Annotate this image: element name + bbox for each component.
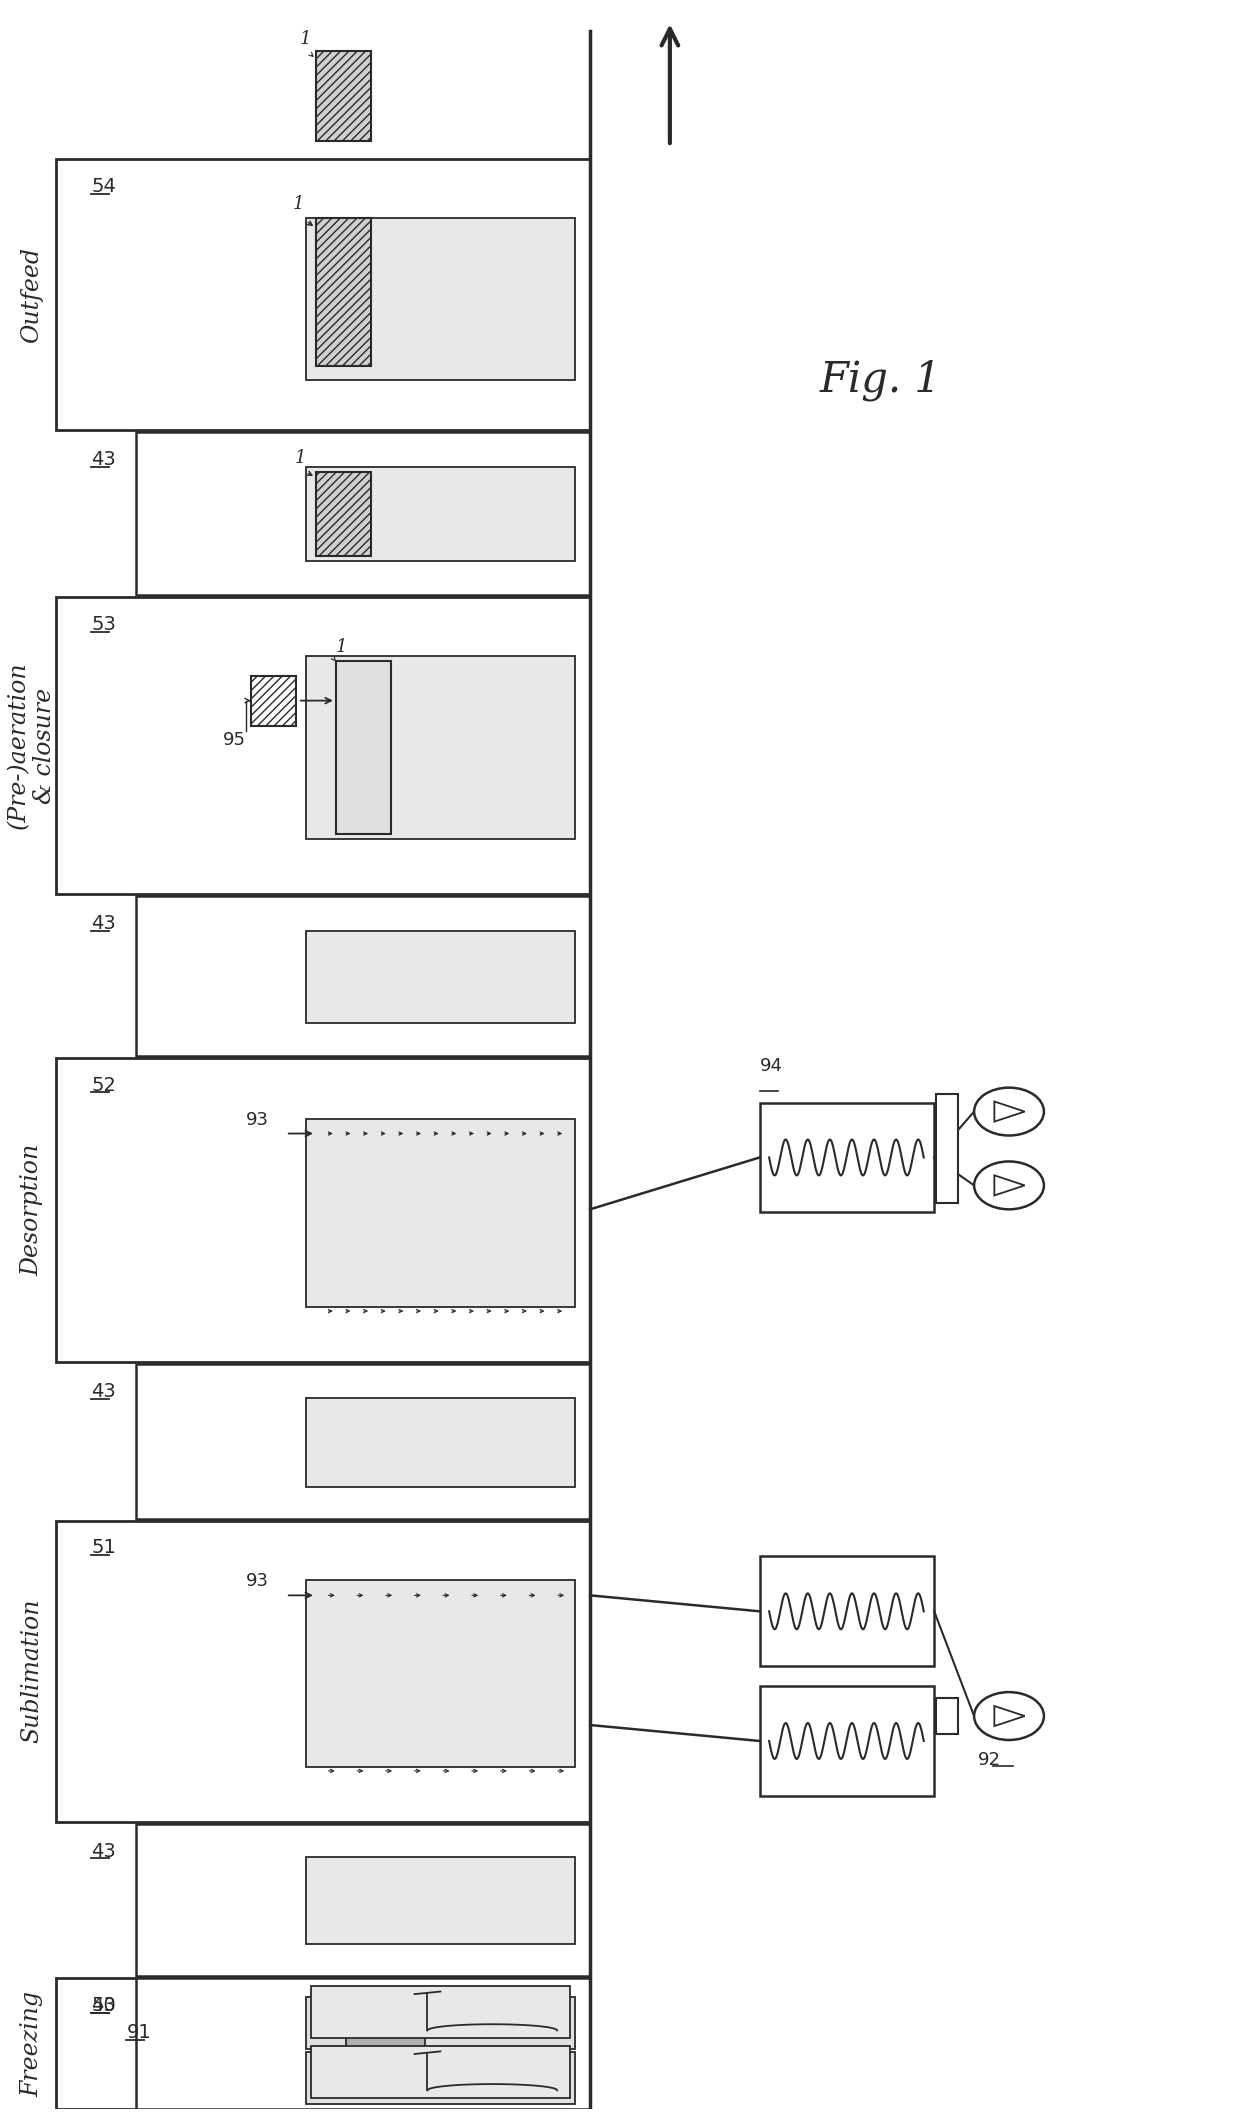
Bar [306, 218, 575, 380]
Bar [760, 1686, 934, 1796]
Bar [316, 471, 371, 556]
Text: 93: 93 [246, 1111, 269, 1128]
Text: Outfeed: Outfeed [20, 247, 43, 342]
Bar [311, 2045, 570, 2098]
Text: Freezing: Freezing [20, 1990, 43, 2096]
Text: 50: 50 [92, 1997, 117, 2016]
Text: 1: 1 [293, 194, 304, 213]
Bar [57, 1521, 590, 1821]
Bar [306, 655, 575, 839]
Bar [306, 467, 575, 560]
Bar [250, 676, 296, 725]
Bar [316, 51, 371, 142]
Bar [306, 1857, 575, 1944]
Text: 54: 54 [92, 177, 117, 197]
Bar [57, 596, 590, 894]
Text: 1: 1 [336, 638, 347, 655]
Text: 52: 52 [92, 1076, 117, 1095]
Bar [136, 1363, 590, 1519]
Text: 93: 93 [246, 1572, 269, 1591]
Text: 43: 43 [92, 1382, 117, 1401]
Text: 51: 51 [92, 1538, 117, 1557]
Bar [306, 1581, 575, 1766]
Text: 43: 43 [92, 1843, 117, 1862]
Text: 94: 94 [760, 1056, 782, 1076]
Bar [136, 433, 590, 596]
Text: Fig. 1: Fig. 1 [820, 359, 941, 401]
Bar [57, 158, 590, 431]
Bar [306, 2052, 575, 2105]
Text: Desorption: Desorption [20, 1143, 43, 1276]
Bar [57, 1059, 590, 1363]
Text: 43: 43 [92, 915, 117, 934]
Bar [57, 1978, 590, 2109]
Bar [760, 1557, 934, 1667]
Text: 1: 1 [294, 450, 306, 467]
Ellipse shape [975, 1162, 1044, 1209]
Text: Sublimation: Sublimation [20, 1600, 43, 1743]
Text: 95: 95 [223, 731, 246, 748]
Bar [306, 932, 575, 1023]
Bar [136, 1824, 590, 1976]
Bar [311, 1986, 570, 2039]
Polygon shape [306, 1978, 585, 2109]
Bar [306, 1118, 575, 1308]
Bar [316, 218, 371, 366]
Bar [136, 896, 590, 1056]
Bar [136, 1978, 590, 2109]
Text: (Pre-)aeration
& closure: (Pre-)aeration & closure [6, 661, 56, 828]
Text: 43: 43 [92, 450, 117, 469]
Bar [936, 1699, 959, 1735]
Text: 1: 1 [299, 30, 311, 49]
Bar [346, 1999, 425, 2090]
Text: 43: 43 [92, 1997, 117, 2016]
Text: 53: 53 [92, 615, 117, 634]
Text: 91: 91 [126, 2024, 151, 2043]
Bar [936, 1095, 959, 1202]
Bar [306, 1399, 575, 1488]
Bar [336, 661, 391, 835]
Bar [306, 1997, 575, 2050]
Ellipse shape [975, 1088, 1044, 1135]
Bar [760, 1103, 934, 1213]
Text: 92: 92 [977, 1752, 1001, 1769]
Ellipse shape [975, 1693, 1044, 1739]
